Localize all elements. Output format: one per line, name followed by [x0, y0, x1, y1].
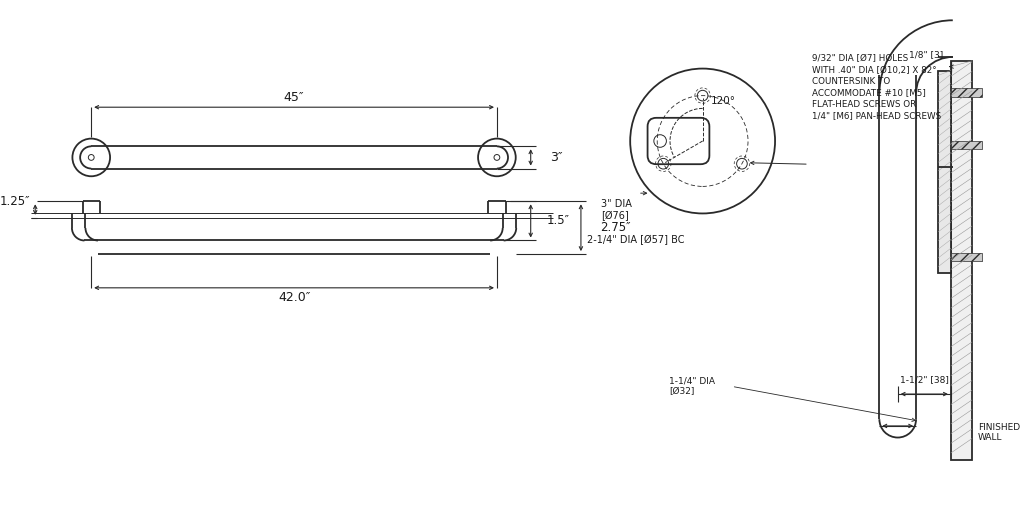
Bar [951, 252, 982, 261]
Text: 2-1/4" DIA [Ø57] BC: 2-1/4" DIA [Ø57] BC [586, 235, 685, 245]
Text: 9/32" DIA [Ø7] HOLES
WITH .40" DIA [Ø10,2] X 82°
COUNTERSINK TO
ACCOMMODATE #10 : 9/32" DIA [Ø7] HOLES WITH .40" DIA [Ø10,… [812, 54, 941, 120]
Text: 3″: 3″ [550, 151, 563, 164]
Text: 45″: 45″ [284, 91, 304, 104]
Text: 1.25″: 1.25″ [0, 195, 31, 208]
Text: 120°: 120° [710, 96, 735, 106]
Text: 2.75″: 2.75″ [601, 221, 630, 234]
Text: 1/8" [3]: 1/8" [3] [909, 50, 943, 59]
Bar [938, 71, 951, 273]
Text: FINISHED
WALL: FINISHED WALL [978, 423, 1020, 442]
Text: 3" DIA
[Ø76]: 3" DIA [Ø76] [602, 199, 632, 221]
Bar [951, 61, 972, 460]
Bar [951, 89, 982, 97]
Text: 1-1/4" DIA
[Ø32]: 1-1/4" DIA [Ø32] [669, 377, 714, 396]
Text: 42.0″: 42.0″ [278, 291, 311, 304]
Bar [951, 140, 982, 149]
Text: 1-1/2" [38]: 1-1/2" [38] [900, 376, 949, 384]
Text: 1.5″: 1.5″ [547, 214, 570, 228]
